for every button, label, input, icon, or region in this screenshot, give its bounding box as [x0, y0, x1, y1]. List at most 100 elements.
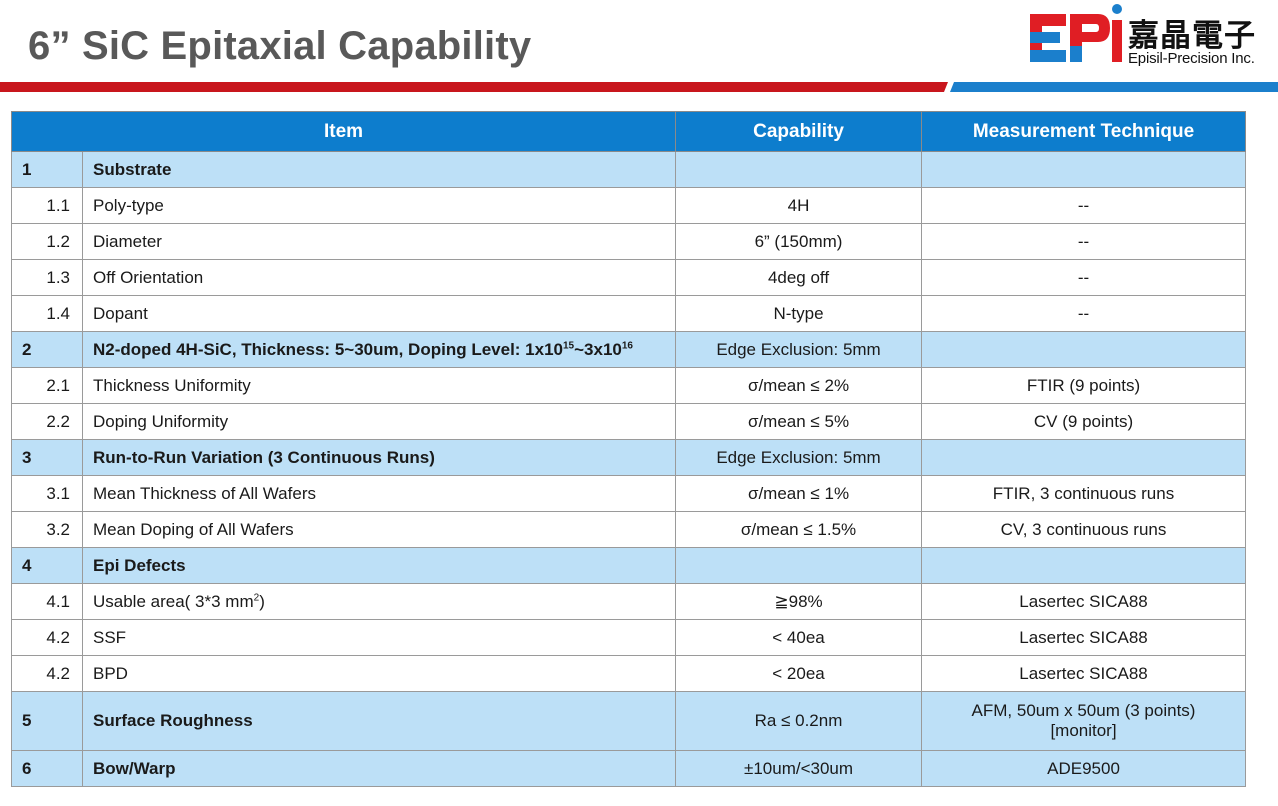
row-capability: σ/mean ≤ 1%: [675, 475, 923, 512]
row-item-text: N2-doped 4H-SiC, Thickness: 5~30um, Dopi…: [93, 339, 563, 359]
row-item-text: ~3x10: [574, 339, 622, 359]
table-row: 1.4 Dopant N-type --: [11, 295, 1247, 332]
row-item: Diameter: [81, 223, 677, 260]
row-capability: σ/mean ≤ 2%: [675, 367, 923, 404]
row-item: Usable area( 3*3 mm2): [81, 583, 677, 620]
row-number: 4.1: [11, 583, 83, 620]
table-row: 1.1 Poly-type 4H --: [11, 187, 1247, 224]
row-number: 1.2: [11, 223, 83, 260]
row-number: 6: [11, 750, 83, 787]
table-row: 1.2 Diameter 6” (150mm) --: [11, 223, 1247, 260]
row-capability: 4deg off: [675, 259, 923, 296]
row-capability: σ/mean ≤ 1.5%: [675, 511, 923, 548]
header-stripe: [0, 82, 1278, 92]
company-logo: 嘉晶電子 Episil-Precision Inc.: [1026, 2, 1266, 74]
table-row: 1.3 Off Orientation 4deg off --: [11, 259, 1247, 296]
table-row-section: 4 Epi Defects: [11, 547, 1247, 584]
row-item-text: Usable area( 3*3 mm: [93, 591, 254, 611]
row-item: Epi Defects: [81, 547, 677, 584]
row-item: N2-doped 4H-SiC, Thickness: 5~30um, Dopi…: [81, 331, 677, 368]
header-item: Item: [10, 111, 677, 152]
table-row-section: 6 Bow/Warp ±10um/<30um ADE9500: [11, 750, 1247, 787]
page-title: 6” SiC Epitaxial Capability: [28, 24, 532, 68]
row-item: Mean Thickness of All Wafers: [81, 475, 677, 512]
row-measurement: [921, 439, 1247, 476]
row-item: Off Orientation: [81, 259, 677, 296]
row-number: 3.1: [11, 475, 83, 512]
row-number: 2.1: [11, 367, 83, 404]
table-header-row: Item Capability Measurement Technique: [10, 111, 1247, 152]
row-number: 1: [11, 151, 83, 188]
logo-chinese-name: 嘉晶電子: [1128, 18, 1256, 54]
row-measurement: CV (9 points): [921, 403, 1247, 440]
row-item: SSF: [81, 619, 677, 656]
table-row: 4.1 Usable area( 3*3 mm2) ≧98% Lasertec …: [11, 583, 1247, 620]
row-item: Thickness Uniformity: [81, 367, 677, 404]
row-capability: < 20ea: [675, 655, 923, 692]
row-number: 5: [11, 691, 83, 751]
table-row: 2.1 Thickness Uniformity σ/mean ≤ 2% FTI…: [11, 367, 1247, 404]
row-measurement: [921, 151, 1247, 188]
row-item: Bow/Warp: [81, 750, 677, 787]
measurement-line: [monitor]: [1050, 721, 1117, 740]
table-row: 3.2 Mean Doping of All Wafers σ/mean ≤ 1…: [11, 511, 1247, 548]
row-item: Run-to-Run Variation (3 Continuous Runs): [81, 439, 677, 476]
capability-table: Item Capability Measurement Technique 1 …: [10, 111, 1247, 787]
table-row-section: 2 N2-doped 4H-SiC, Thickness: 5~30um, Do…: [11, 331, 1247, 368]
row-measurement: --: [921, 259, 1247, 296]
row-item: BPD: [81, 655, 677, 692]
header-capability: Capability: [675, 111, 923, 152]
row-item: Substrate: [81, 151, 677, 188]
exponent: 15: [563, 339, 575, 351]
table-row: 3.1 Mean Thickness of All Wafers σ/mean …: [11, 475, 1247, 512]
table-row-section: 5 Surface Roughness Ra ≤ 0.2nm AFM, 50um…: [11, 691, 1247, 751]
row-measurement: Lasertec SICA88: [921, 583, 1247, 620]
row-measurement: [921, 331, 1247, 368]
row-number: 3.2: [11, 511, 83, 548]
row-capability: [675, 151, 923, 188]
row-number: 3: [11, 439, 83, 476]
row-item: Dopant: [81, 295, 677, 332]
row-measurement: AFM, 50um x 50um (3 points) [monitor]: [921, 691, 1247, 751]
row-measurement: Lasertec SICA88: [921, 619, 1247, 656]
epi-logo-mark: [1030, 4, 1122, 62]
row-capability: [675, 547, 923, 584]
exponent: 2: [253, 591, 260, 603]
row-measurement: ADE9500: [921, 750, 1247, 787]
table-row: 2.2 Doping Uniformity σ/mean ≤ 5% CV (9 …: [11, 403, 1247, 440]
row-measurement: FTIR (9 points): [921, 367, 1247, 404]
row-capability: σ/mean ≤ 5%: [675, 403, 923, 440]
row-capability: Edge Exclusion: 5mm: [675, 331, 923, 368]
row-number: 1.1: [11, 187, 83, 224]
row-number: 2.2: [11, 403, 83, 440]
row-number: 2: [11, 331, 83, 368]
row-capability: ±10um/<30um: [675, 750, 923, 787]
exponent: 16: [621, 339, 633, 351]
row-capability: 6” (150mm): [675, 223, 923, 260]
row-number: 1.4: [11, 295, 83, 332]
row-capability: < 40ea: [675, 619, 923, 656]
header-measurement: Measurement Technique: [921, 111, 1247, 152]
row-number: 4.2: [11, 619, 83, 656]
row-item: Poly-type: [81, 187, 677, 224]
row-number: 4.2: [11, 655, 83, 692]
row-number: 1.3: [11, 259, 83, 296]
measurement-line: AFM, 50um x 50um (3 points): [971, 701, 1196, 720]
row-measurement: --: [921, 223, 1247, 260]
row-capability: Ra ≤ 0.2nm: [675, 691, 923, 751]
row-capability: Edge Exclusion: 5mm: [675, 439, 923, 476]
table-row: 4.2 BPD < 20ea Lasertec SICA88: [11, 655, 1247, 692]
row-item: Surface Roughness: [81, 691, 677, 751]
table-row-section: 3 Run-to-Run Variation (3 Continuous Run…: [11, 439, 1247, 476]
table-row: 4.2 SSF < 40ea Lasertec SICA88: [11, 619, 1247, 656]
row-measurement: CV, 3 continuous runs: [921, 511, 1247, 548]
row-number: 4: [11, 547, 83, 584]
logo-english-name: Episil-Precision Inc.: [1128, 50, 1255, 67]
row-item: Doping Uniformity: [81, 403, 677, 440]
row-measurement: FTIR, 3 continuous runs: [921, 475, 1247, 512]
row-measurement: Lasertec SICA88: [921, 655, 1247, 692]
row-measurement: --: [921, 295, 1247, 332]
row-measurement: --: [921, 187, 1247, 224]
row-capability: ≧98%: [675, 583, 923, 620]
table-row-section: 1 Substrate: [11, 151, 1247, 188]
